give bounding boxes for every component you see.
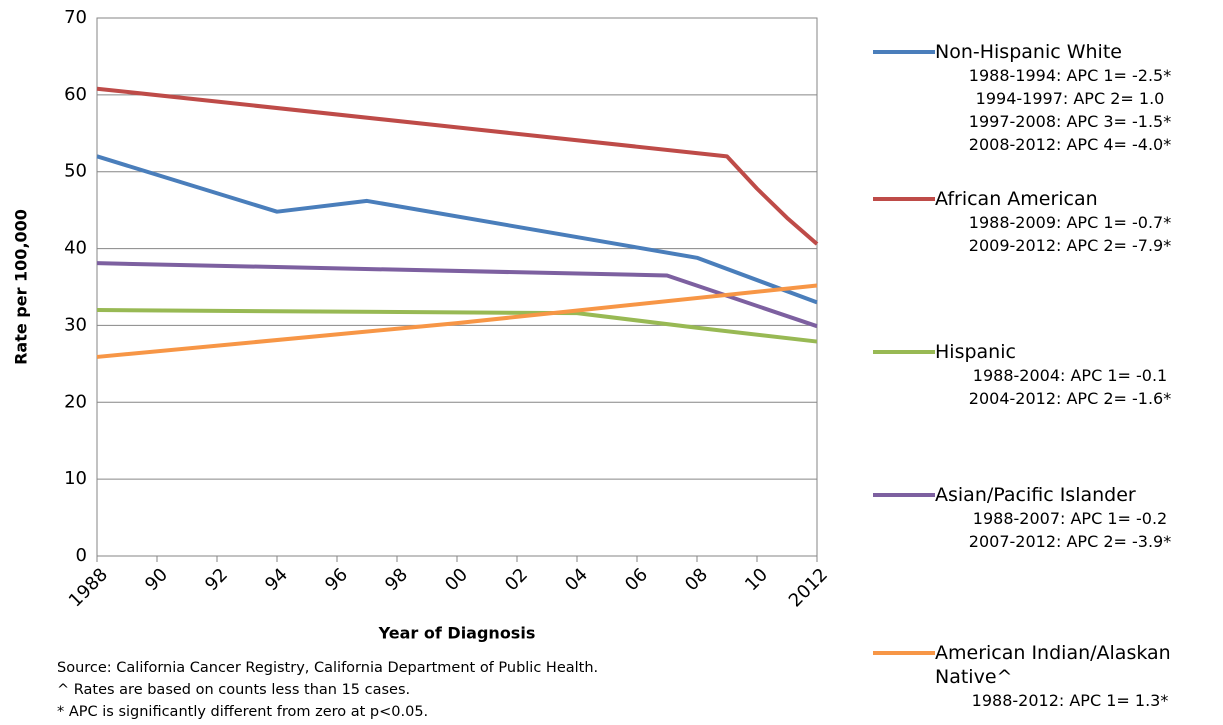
legend-label: American Indian/Alaskan Native^ — [935, 642, 1171, 688]
x-tick-label: 96 — [321, 564, 352, 595]
legend-entry: African American 1988-2009: APC 1= -0.7* 2… — [873, 187, 1223, 257]
legend-label: African American — [935, 188, 1098, 210]
y-tick-label: 60 — [64, 84, 87, 105]
y-tick-label: 70 — [64, 7, 87, 28]
y-tick-label: 10 — [64, 468, 87, 489]
series-line — [96, 261, 818, 329]
legend-label: Non-Hispanic White — [935, 41, 1122, 63]
legend-label: Asian/Pacific Islander — [935, 484, 1136, 506]
x-tick-label: 90 — [141, 564, 172, 595]
apc-text: 1988-2009: APC 1= -0.7* — [968, 213, 1172, 232]
x-tick-label: 98 — [381, 564, 412, 595]
apc-text: 2007-2012: APC 2= -3.9* — [968, 532, 1172, 551]
legend-entry: Hispanic 1988-2004: APC 1= -0.1 2004-2012:… — [873, 340, 1223, 410]
x-tick-label: 94 — [261, 564, 292, 595]
x-tick-label: 08 — [681, 564, 712, 595]
apc-text: 1988-2004: APC 1= -0.1 — [972, 366, 1168, 385]
chart: Year of Diagnosis Rate per 100,000 0 10 20… — [12, 7, 833, 643]
x-tick-label: 92 — [201, 564, 232, 595]
apc-text: 1994-1997: APC 2= 1.0 — [975, 89, 1165, 108]
apc-list: 1988-2007: APC 1= -0.2 2007-2012: APC 2= … — [880, 507, 1223, 553]
apc-list: 1988-2009: APC 1= -0.7* 2009-2012: APC 2=… — [880, 211, 1223, 257]
series-line — [96, 86, 819, 246]
series-line — [96, 283, 818, 359]
legend-row: African American — [873, 187, 1223, 211]
note: ^ Rates are based on counts less than 15… — [57, 682, 411, 698]
y-tick-label: 30 — [64, 314, 87, 335]
legend-row: Hispanic — [873, 340, 1223, 364]
note: * APC is significantly different from ze… — [57, 704, 429, 720]
y-axis-title: Rate per 100,000 — [12, 209, 31, 365]
legend-swatch — [873, 651, 935, 655]
apc-list: 1988-2004: APC 1= -0.1 2004-2012: APC 2= … — [880, 364, 1223, 410]
y-tick-label: 50 — [64, 161, 87, 182]
y-tick-label: 40 — [64, 238, 87, 259]
apc-text: 2009-2012: APC 2= -7.9* — [968, 236, 1172, 255]
legend-row: American Indian/Alaskan Native^ — [873, 641, 1223, 689]
apc-text: 1988-2012: APC 1= 1.3* — [971, 691, 1169, 710]
x-tick-label: 2012 — [785, 564, 832, 611]
series-line — [96, 308, 818, 344]
y-tick-label: 0 — [76, 545, 87, 566]
y-tick-label: 20 — [64, 391, 87, 412]
legend-swatch — [873, 350, 935, 354]
series-line — [96, 154, 818, 305]
apc-list: 1988-2012: APC 1= 1.3* — [880, 689, 1223, 712]
x-tick-label: 06 — [621, 564, 652, 595]
apc-text: 2004-2012: APC 2= -1.6* — [968, 389, 1172, 408]
x-tick-label: 1988 — [65, 564, 112, 611]
apc-text: 1988-1994: APC 1= -2.5* — [968, 66, 1172, 85]
legend-row: Asian/Pacific Islander — [873, 483, 1223, 507]
apc-list: 1988-1994: APC 1= -2.5* 1994-1997: APC 2=… — [880, 64, 1223, 156]
legend-entry: Non-Hispanic White 1988-1994: APC 1= -2.5… — [873, 40, 1223, 156]
legend-row: Non-Hispanic White — [873, 40, 1223, 64]
notes: Source: California Cancer Registry, Cali… — [57, 657, 598, 723]
legend-label: Hispanic — [935, 341, 1016, 363]
legend-entry: American Indian/Alaskan Native^ 1988-2012… — [873, 641, 1223, 712]
note: Source: California Cancer Registry, Cali… — [57, 660, 599, 676]
legend-swatch — [873, 197, 935, 201]
x-tick-label: 10 — [741, 564, 772, 595]
legend-swatch — [873, 493, 935, 497]
x-tick-label: 04 — [561, 564, 592, 595]
apc-text: 2008-2012: APC 4= -4.0* — [968, 135, 1172, 154]
legend-entry: Asian/Pacific Islander 1988-2007: APC 1= … — [873, 483, 1223, 553]
x-axis-title: Year of Diagnosis — [378, 624, 536, 643]
apc-text: 1997-2008: APC 3= -1.5* — [968, 112, 1172, 131]
x-tick-label: 02 — [501, 564, 532, 595]
legend-swatch — [873, 50, 935, 54]
x-tick-label: 00 — [441, 564, 472, 595]
apc-text: 1988-2007: APC 1= -0.2 — [972, 509, 1168, 528]
